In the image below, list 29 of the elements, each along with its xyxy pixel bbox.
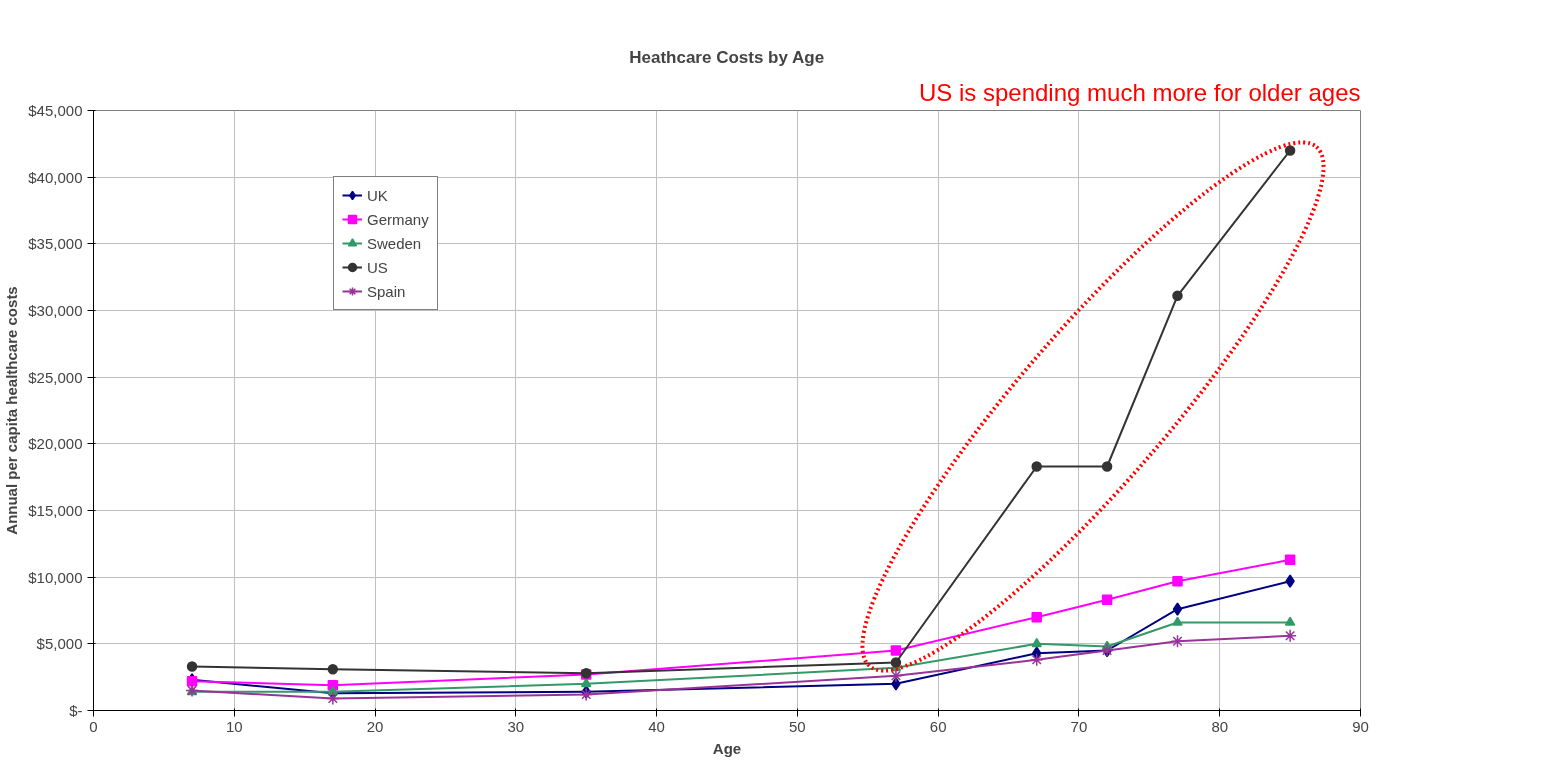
y-tick-label: $45,000	[28, 102, 83, 119]
x-tick-label: 60	[929, 717, 947, 735]
legend-label: UK	[367, 186, 388, 204]
y-tick-label: $5,000	[36, 635, 83, 653]
y-tick-label: $-	[69, 702, 83, 719]
x-tick-label: 40	[648, 717, 665, 735]
text: US is spending much more for older ages	[918, 78, 1361, 106]
y-tick-label: $35,000	[28, 235, 83, 253]
x-tick-label: 50	[789, 717, 806, 735]
x-tick-label: 70	[1070, 717, 1088, 735]
x-axis-title: Age	[712, 739, 742, 757]
x-tick-label: 10	[225, 717, 243, 735]
x-tick-label: 90	[1352, 717, 1369, 735]
y-tick-label: $25,000	[28, 368, 83, 386]
chart-title: Heathcare Costs by Age	[629, 47, 825, 67]
x-tick-label: 80	[1211, 717, 1229, 735]
x-tick-label: 30	[507, 717, 525, 735]
y-tick-label: $15,000	[28, 502, 83, 519]
y-tick-label: $30,000	[28, 302, 83, 319]
legend-label: US	[367, 258, 388, 276]
legend-label: Sweden	[367, 234, 422, 252]
legend-label: Spain	[367, 282, 406, 300]
y-tick-label: $40,000	[28, 168, 83, 186]
x-tick-label: 20	[366, 717, 384, 735]
x-tick-label: 0	[89, 717, 98, 735]
y-axis-title: Annual per capita healthcare costs	[3, 286, 21, 535]
y-tick-label: $10,000	[28, 568, 83, 586]
legend-label: Germany	[367, 210, 429, 228]
y-tick-label: $20,000	[28, 435, 83, 453]
